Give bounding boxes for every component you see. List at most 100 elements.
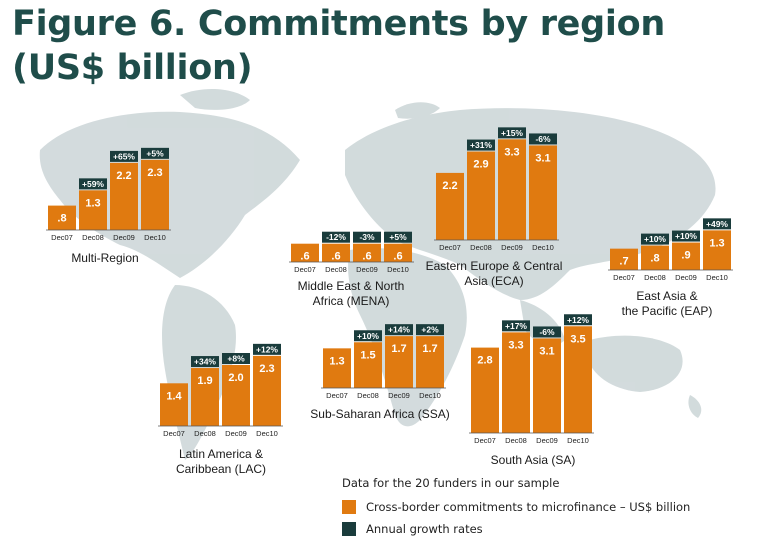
bar-value-label: 2.3 <box>259 363 274 375</box>
growth-badge <box>467 139 495 151</box>
legend-note: Data for the 20 funders in our sample <box>342 476 560 490</box>
bar <box>385 336 413 388</box>
bar-value-label: 1.5 <box>360 349 375 361</box>
growth-badge <box>564 314 592 326</box>
bar-value-label: 2.2 <box>116 170 131 182</box>
x-tick-label: Dec10 <box>256 429 278 438</box>
bar <box>471 347 499 433</box>
legend-swatch-growth <box>342 522 356 536</box>
bar <box>353 243 381 262</box>
x-tick-label: Dec07 <box>613 273 635 282</box>
bar <box>110 162 138 230</box>
bar-value-label: .8 <box>57 213 66 225</box>
x-tick-label: Dec08 <box>194 429 216 438</box>
growth-label: +10% <box>644 234 666 244</box>
growth-badge <box>191 356 219 368</box>
growth-label: +12% <box>567 315 589 325</box>
legend-label-growth: Annual growth rates <box>366 522 483 536</box>
bar <box>529 145 557 240</box>
x-tick-label: Dec08 <box>470 243 492 252</box>
bar-value-label: .6 <box>362 251 371 263</box>
growth-label: +12% <box>256 344 278 354</box>
bar <box>79 190 107 230</box>
growth-label: +10% <box>675 231 697 241</box>
x-tick-label: Dec07 <box>439 243 461 252</box>
bar-value-label: 3.3 <box>504 146 519 158</box>
bar <box>141 159 169 230</box>
bar <box>467 151 495 240</box>
bar-value-label: 1.3 <box>329 355 344 367</box>
growth-badge <box>141 147 169 159</box>
x-tick-label: Dec09 <box>675 273 697 282</box>
growth-badge <box>641 233 669 245</box>
x-tick-label: Dec10 <box>567 436 589 445</box>
bar-value-label: 3.5 <box>570 333 585 345</box>
x-tick-label: Dec10 <box>706 273 728 282</box>
x-tick-label: Dec09 <box>113 233 135 242</box>
x-tick-label: Dec09 <box>356 265 378 274</box>
figure-title: Figure 6. Commitments by region (US$ bil… <box>12 2 665 90</box>
bar <box>354 342 382 388</box>
region-label: Caribbean (LAC) <box>176 462 266 476</box>
growth-badge <box>416 324 444 336</box>
growth-label: +14% <box>388 325 410 335</box>
growth-label: -3% <box>359 232 375 242</box>
bar <box>641 245 669 270</box>
legend-swatch-commitments <box>342 500 356 514</box>
growth-badge <box>498 127 526 139</box>
growth-label: +65% <box>113 151 135 161</box>
x-tick-label: Dec08 <box>505 436 527 445</box>
bar <box>48 205 76 230</box>
bar <box>703 230 731 270</box>
growth-badge <box>253 343 281 355</box>
growth-label: +8% <box>227 354 245 364</box>
bar-value-label: 2.0 <box>228 372 243 384</box>
x-tick-label: Dec10 <box>419 391 441 400</box>
x-tick-label: Dec09 <box>501 243 523 252</box>
bar-value-label: .6 <box>331 251 340 263</box>
bar <box>564 326 592 433</box>
growth-label: +2% <box>421 325 439 335</box>
x-tick-label: Dec10 <box>532 243 554 252</box>
bar-value-label: 1.3 <box>709 237 724 249</box>
region-label: Eastern Europe & Central <box>426 259 563 273</box>
bar-value-label: 1.3 <box>85 197 100 209</box>
region-label: Africa (MENA) <box>313 294 390 308</box>
bar-value-label: 3.3 <box>508 339 523 351</box>
bar <box>222 365 250 426</box>
bar <box>610 248 638 270</box>
growth-badge <box>110 150 138 162</box>
growth-label: +5% <box>146 148 164 158</box>
bar-value-label: .6 <box>300 251 309 263</box>
growth-badge <box>533 326 561 338</box>
growth-label: +34% <box>194 357 216 367</box>
region-label: the Pacific (EAP) <box>622 304 713 318</box>
growth-badge <box>322 231 350 243</box>
x-tick-label: Dec09 <box>225 429 247 438</box>
region-label: Middle East & North <box>298 279 405 293</box>
growth-badge <box>354 330 382 342</box>
growth-label: +10% <box>357 331 379 341</box>
bar-value-label: 1.4 <box>166 390 182 402</box>
bar-value-label: .8 <box>650 253 659 265</box>
bar <box>498 139 526 240</box>
bar <box>160 383 188 426</box>
bar <box>672 242 700 270</box>
growth-badge <box>79 178 107 190</box>
bar-value-label: 2.3 <box>147 167 162 179</box>
x-tick-label: Dec09 <box>536 436 558 445</box>
growth-badge <box>384 231 412 243</box>
bar <box>291 243 319 262</box>
growth-label: +15% <box>501 128 523 138</box>
growth-label: +59% <box>82 179 104 189</box>
bar <box>191 368 219 426</box>
growth-badge <box>502 320 530 332</box>
x-tick-label: Dec07 <box>51 233 73 242</box>
growth-label: +31% <box>470 140 492 150</box>
bar <box>322 243 350 262</box>
growth-badge <box>385 324 413 336</box>
x-tick-label: Dec09 <box>388 391 410 400</box>
x-tick-label: Dec08 <box>325 265 347 274</box>
growth-badge <box>353 231 381 243</box>
